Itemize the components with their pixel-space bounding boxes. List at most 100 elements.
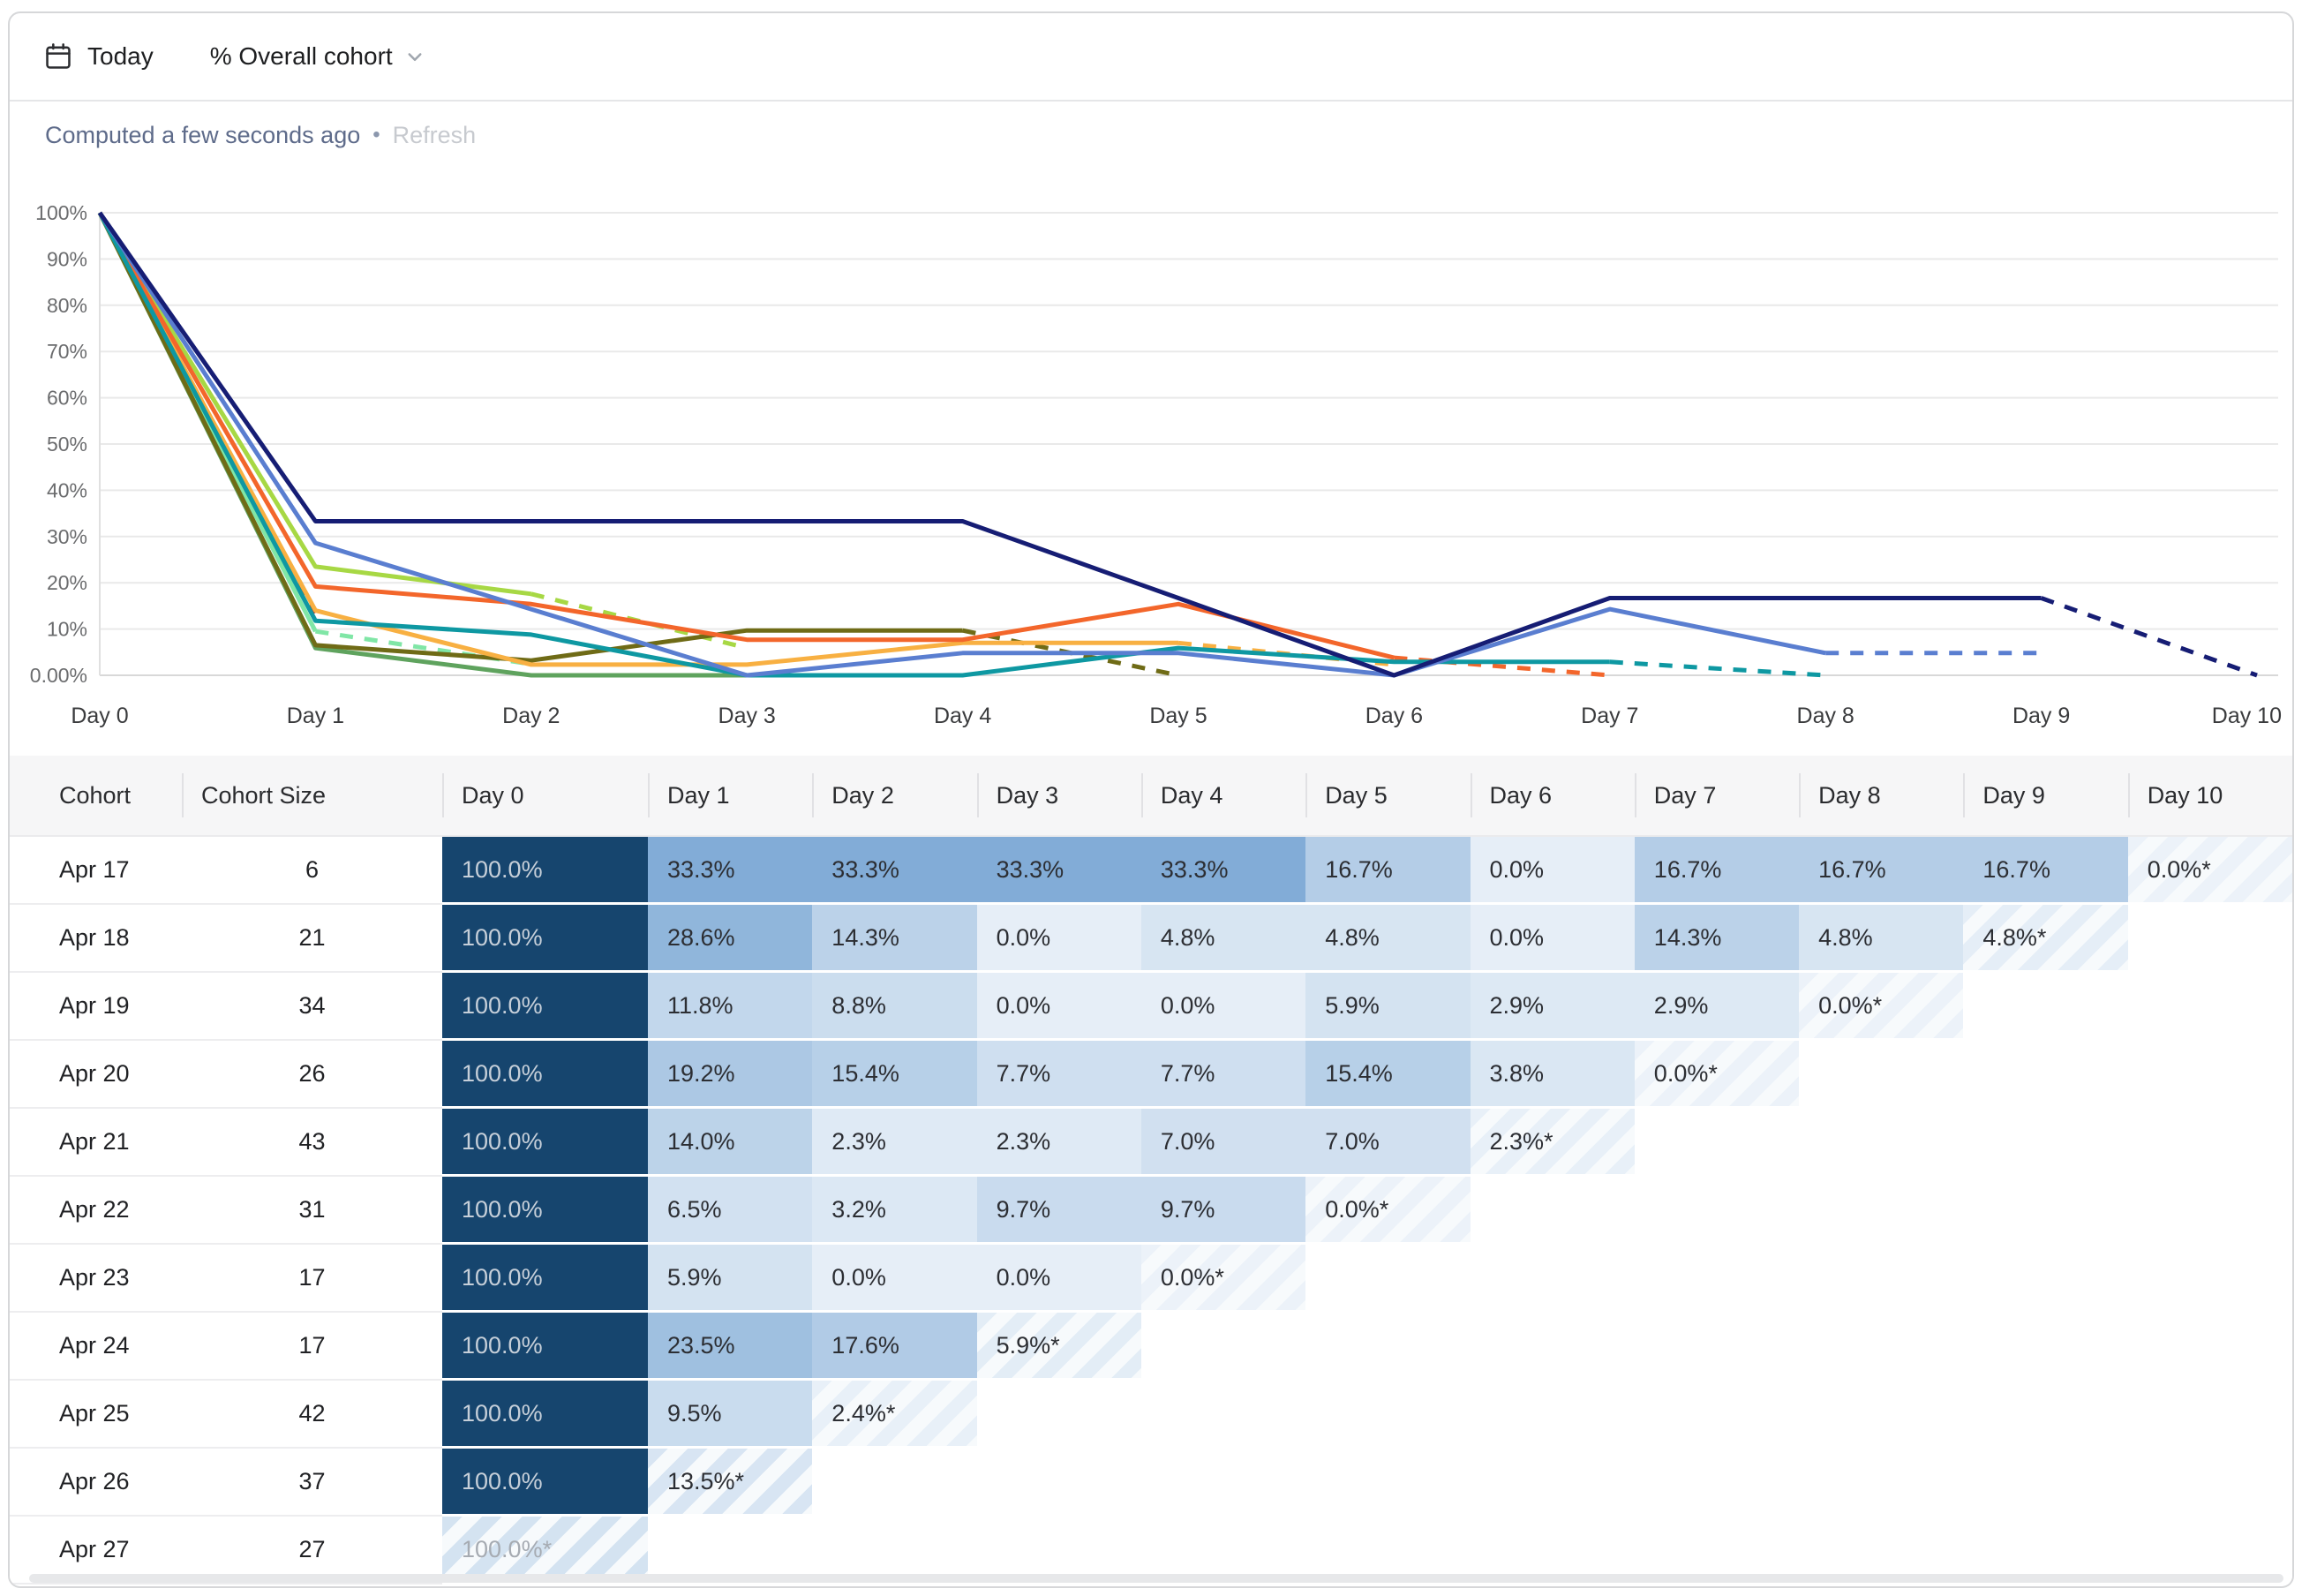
cohort-label: Apr 24 [10, 1313, 182, 1381]
status-row: Computed a few seconds ago • Refresh [10, 102, 2292, 169]
retention-cell: 11.8% [648, 973, 813, 1041]
retention-cell [1963, 1381, 2128, 1449]
retention-cell [1470, 1517, 1635, 1585]
retention-cell: 100.0% [442, 1381, 648, 1449]
retention-cell: 0.0% [1470, 905, 1635, 973]
retention-cell [1634, 1313, 1800, 1381]
column-header-day-8: Day 8 [1799, 756, 1964, 837]
retention-cell-incomplete: 0.0%* [1140, 1245, 1306, 1313]
retention-cell: 0.0% [976, 905, 1141, 973]
retention-cell: 2.3% [812, 1109, 977, 1177]
retention-cell [1963, 973, 2128, 1041]
retention-cell: 14.3% [812, 905, 977, 973]
retention-cell: 100.0% [442, 973, 648, 1041]
cohort-size: 37 [182, 1449, 442, 1517]
retention-cell [2127, 1517, 2292, 1585]
retention-cell [1305, 1381, 1471, 1449]
date-range-button[interactable]: Today [43, 41, 154, 72]
metric-dropdown[interactable]: % Overall cohort [210, 42, 428, 71]
column-header-day-0: Day 0 [442, 756, 648, 837]
retention-cell: 15.4% [812, 1041, 977, 1109]
retention-cell: 4.8% [1140, 905, 1306, 973]
column-header-day-6: Day 6 [1470, 756, 1635, 837]
chevron-down-icon [402, 43, 428, 70]
retention-cell [1963, 1041, 2128, 1109]
x-axis-tick-label: Day 3 [718, 704, 776, 728]
cohort-label: Apr 21 [10, 1109, 182, 1177]
retention-cell [812, 1517, 977, 1585]
y-axis-tick-label: 20% [47, 571, 87, 594]
retention-cell [1140, 1449, 1306, 1517]
cohort-label: Apr 17 [10, 837, 182, 905]
retention-cell: 2.9% [1634, 973, 1800, 1041]
date-range-label: Today [87, 42, 154, 70]
retention-cell [1799, 1313, 1964, 1381]
retention-cell: 100.0% [442, 1313, 648, 1381]
cohort-size: 42 [182, 1381, 442, 1449]
retention-cell [1305, 1449, 1471, 1517]
cohort-size: 34 [182, 973, 442, 1041]
y-axis-tick-label: 70% [47, 340, 87, 363]
retention-cell [1470, 1449, 1635, 1517]
retention-cell: 6.5% [648, 1177, 813, 1245]
x-axis-tick-label: Day 0 [71, 704, 128, 728]
cohort-size: 17 [182, 1245, 442, 1313]
status-separator-dot: • [372, 123, 380, 147]
y-axis-tick-label: 50% [47, 433, 87, 455]
computed-status-text: Computed a few seconds ago [45, 121, 361, 148]
retention-cell: 19.2% [648, 1041, 813, 1109]
column-header-day-4: Day 4 [1140, 756, 1306, 837]
retention-cell: 3.8% [1470, 1041, 1635, 1109]
cohort-size: 26 [182, 1041, 442, 1109]
retention-cell [2127, 1245, 2292, 1313]
retention-cell [2127, 973, 2292, 1041]
retention-cell: 2.9% [1470, 973, 1635, 1041]
retention-cell: 7.7% [1140, 1041, 1306, 1109]
retention-cell [2127, 1109, 2292, 1177]
column-header-day-5: Day 5 [1305, 756, 1471, 837]
y-axis-tick-label: 30% [47, 525, 87, 548]
retention-cell: 17.6% [812, 1313, 977, 1381]
retention-line-apr-22 [97, 211, 963, 663]
retention-cell: 14.0% [648, 1109, 813, 1177]
retention-cell: 16.7% [1799, 837, 1964, 905]
retention-chart-svg: 100% 90% 80% 70% 60% 50% 40% 30% 20% 10% 0.00% Day … [30, 201, 2282, 728]
retention-cell [1140, 1381, 1306, 1449]
retention-cell-incomplete: 2.4%* [812, 1381, 977, 1449]
retention-cell [2127, 1313, 2292, 1381]
x-axis-tick-label: Day 9 [2012, 704, 2070, 728]
retention-cell [1634, 1109, 1800, 1177]
column-header-cohort-size: Cohort Size [182, 756, 442, 837]
retention-cell: 14.3% [1634, 905, 1800, 973]
retention-cell-incomplete: 0.0%* [1799, 973, 1964, 1041]
x-axis-tick-label: Day 7 [1581, 704, 1638, 728]
retention-cell-incomplete: 100.0%* [442, 1517, 648, 1585]
retention-cell [1963, 1449, 2128, 1517]
y-axis-tick-label: 90% [47, 247, 87, 270]
retention-cell [1140, 1517, 1306, 1585]
refresh-button[interactable]: Refresh [392, 121, 477, 148]
retention-cell [1963, 1517, 2128, 1585]
retention-cell [1470, 1245, 1635, 1313]
x-axis-tick-label: Day 4 [934, 704, 991, 728]
retention-cell: 16.7% [1634, 837, 1800, 905]
retention-line-apr-18 [97, 211, 1826, 678]
retention-cell [1470, 1381, 1635, 1449]
cohort-size: 6 [182, 837, 442, 905]
retention-cell [1799, 1449, 1964, 1517]
metric-label: % Overall cohort [209, 42, 393, 70]
retention-cell: 100.0% [442, 1177, 648, 1245]
retention-cell [2127, 1177, 2292, 1245]
retention-cell: 4.8% [1799, 905, 1964, 973]
retention-cell [1799, 1245, 1964, 1313]
retention-cell: 8.8% [812, 973, 977, 1041]
cohort-label: Apr 23 [10, 1245, 182, 1313]
horizontal-scrollbar[interactable] [29, 1574, 2283, 1583]
cohort-label: Apr 20 [10, 1041, 182, 1109]
retention-cell [648, 1517, 813, 1585]
retention-table: Cohort Cohort Size Day 0 Day 1 Day 2 Day 3 Day… [10, 756, 2292, 1585]
x-axis-tick-label: Day 5 [1149, 704, 1207, 728]
retention-cell-incomplete: 4.8%* [1963, 905, 2128, 973]
retention-cell [2127, 1381, 2292, 1449]
retention-cell: 28.6% [648, 905, 813, 973]
